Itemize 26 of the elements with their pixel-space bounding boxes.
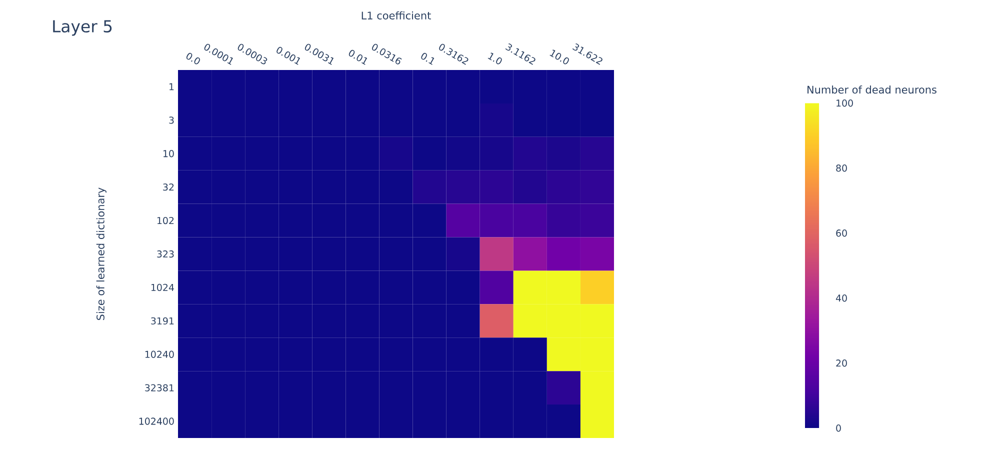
x-tick-label: 1.0: [488, 52, 502, 64]
chart-title: Layer 5: [53, 20, 112, 36]
y-tick-label: 10240: [145, 350, 174, 358]
x-tick-label: 0.01: [348, 50, 368, 65]
y-tick-label: 102: [157, 216, 174, 224]
y-tick-label: 1: [170, 83, 174, 90]
color-bar-label: 60: [836, 230, 847, 237]
color-bar-label: 40: [836, 294, 847, 302]
y-tick-label: 10: [163, 150, 174, 158]
x-tick-label: 0.0: [186, 52, 200, 64]
y-tick-label: 102400: [139, 418, 174, 425]
y-tick-label: 32381: [145, 384, 174, 392]
y-tick-label: 1024: [151, 284, 174, 292]
color-bar-label: 80: [836, 164, 847, 172]
color-bar-label: 100: [836, 100, 853, 107]
color-bar-label: 0: [836, 424, 841, 432]
color-bar-title: Number of dead neurons: [808, 86, 936, 94]
x-axis-title: L1 coefficient: [362, 11, 431, 20]
y-axis-title: Size of learned dictionary: [96, 188, 106, 320]
y-tick-label: 323: [157, 250, 174, 258]
x-tick-label: 10.0: [550, 50, 569, 64]
y-tick-label: 32: [163, 183, 174, 191]
color-bar-label: 20: [836, 360, 847, 367]
y-tick-label: 3: [169, 116, 174, 124]
x-tick-label: 0.1: [421, 52, 434, 65]
y-tick-label: 3191: [151, 317, 174, 324]
